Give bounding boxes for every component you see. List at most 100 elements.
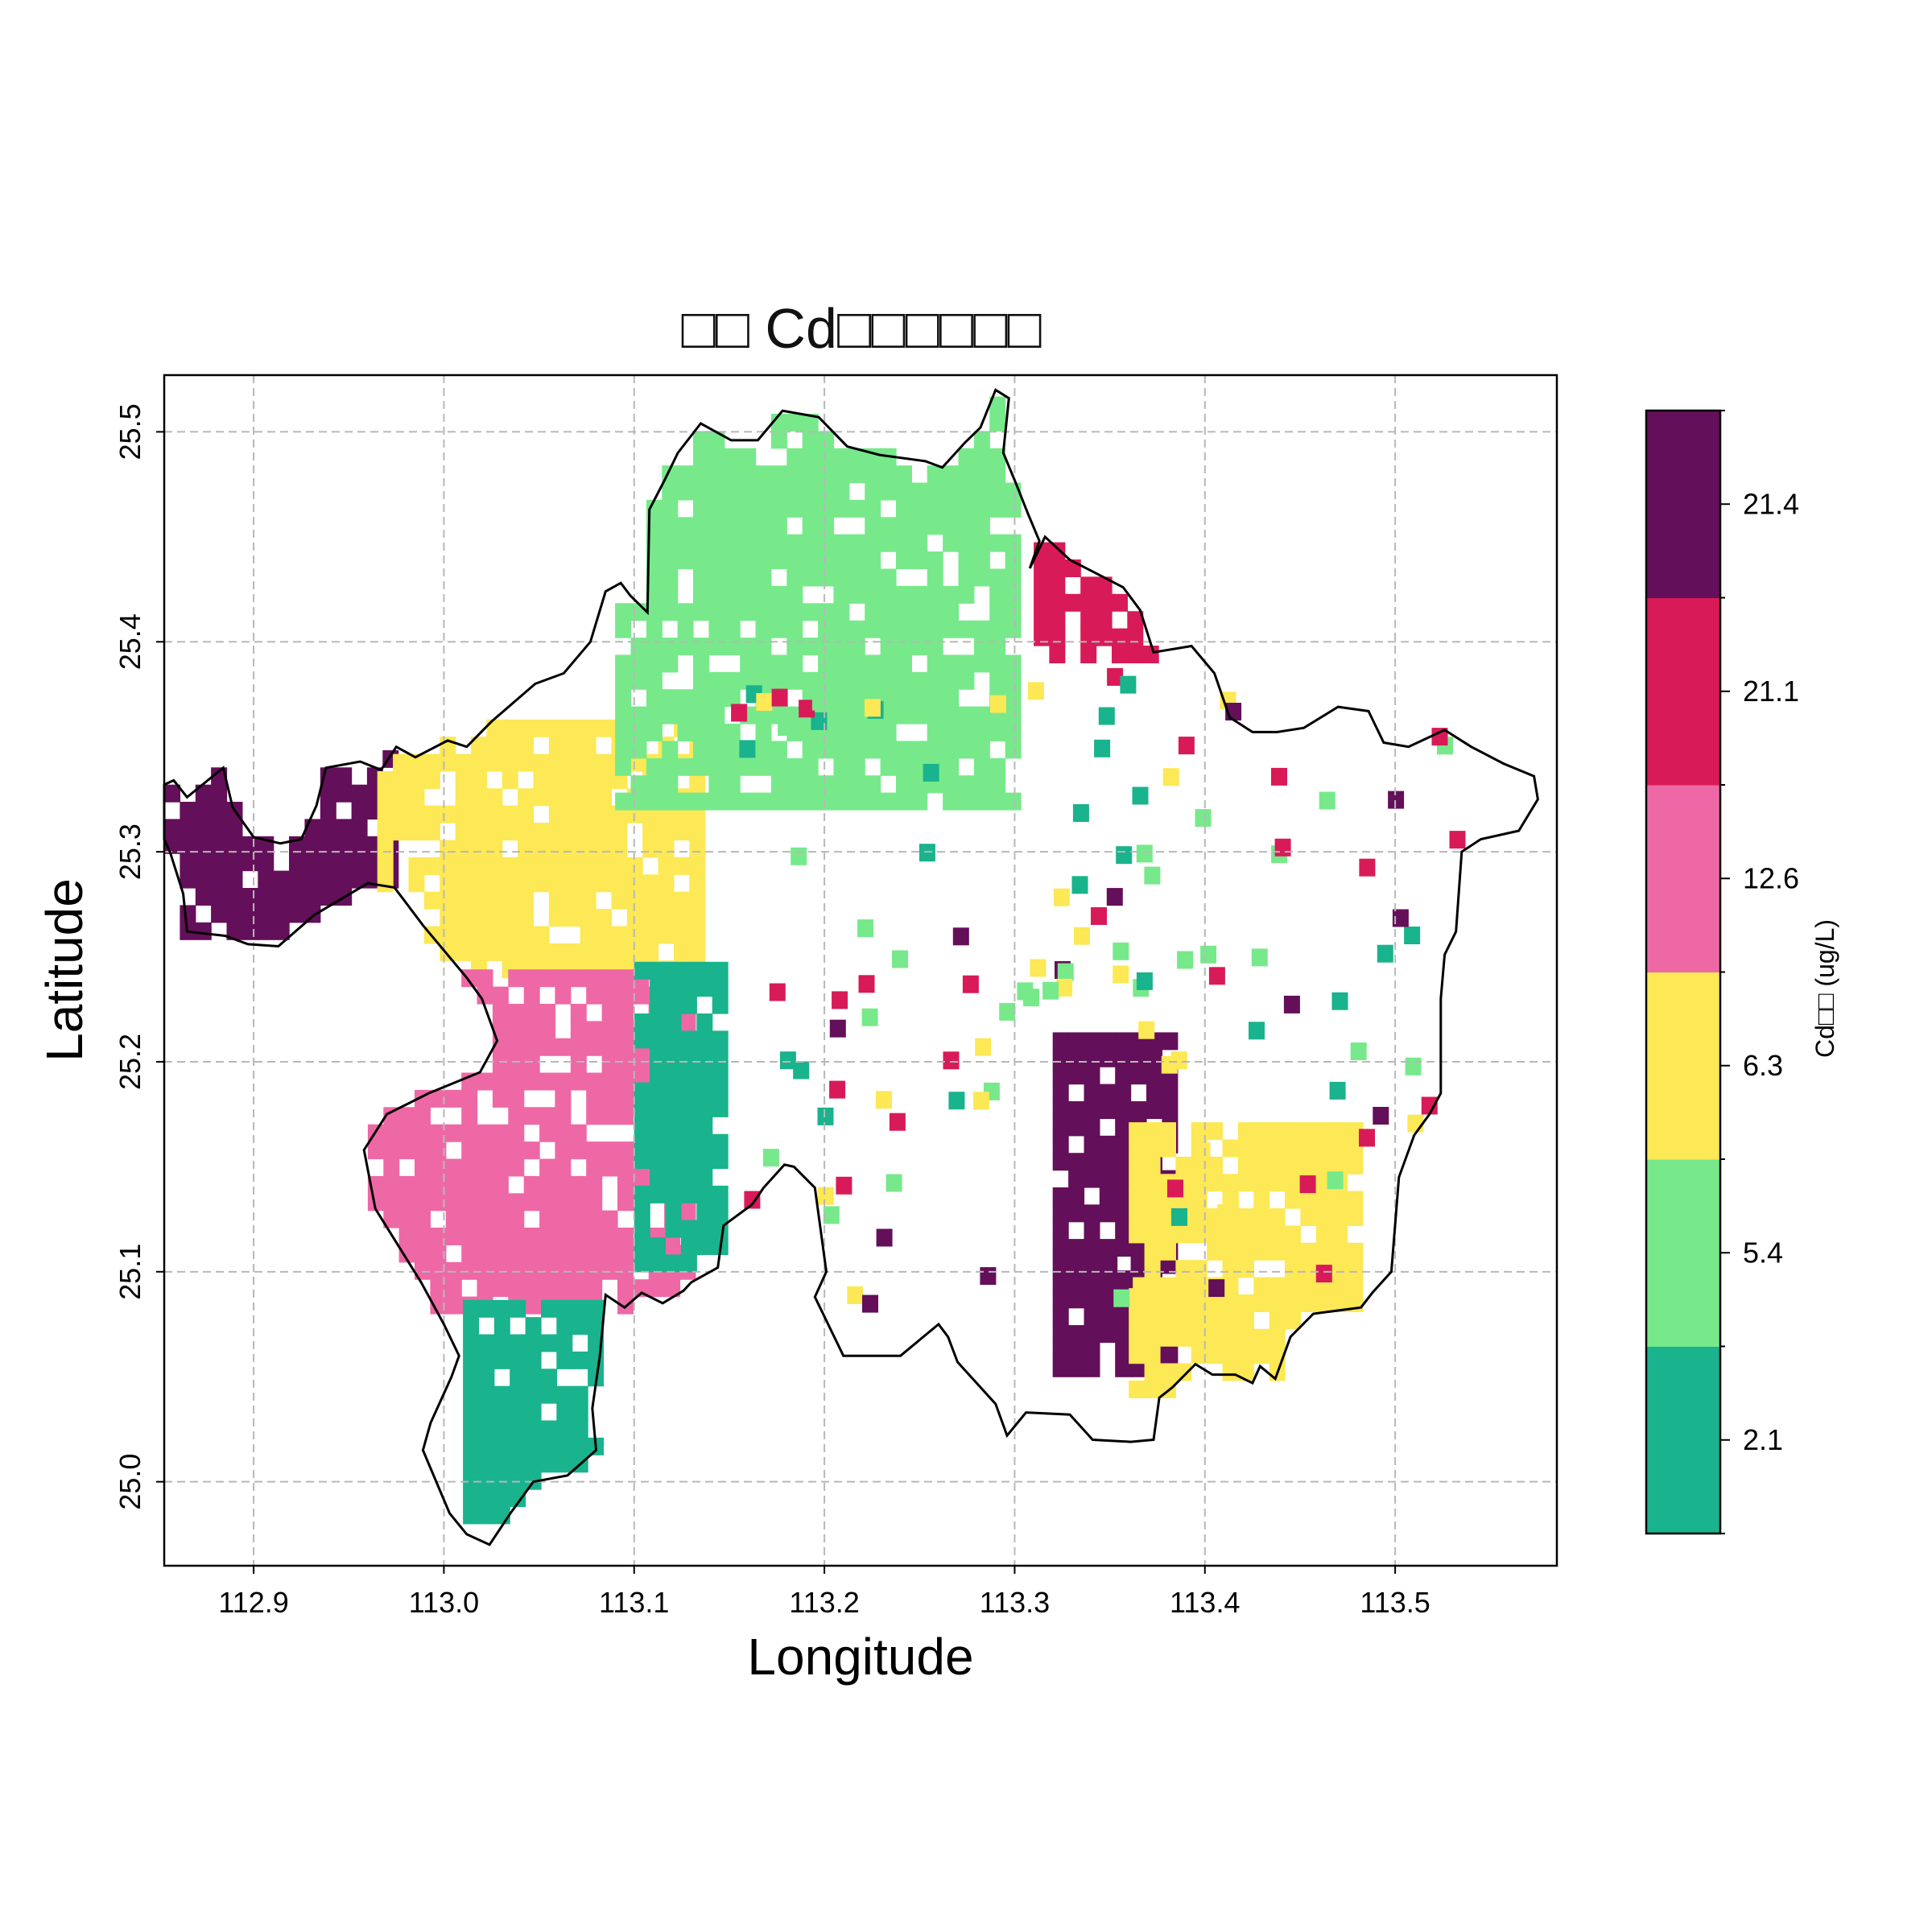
raster-cell — [665, 996, 682, 1014]
raster-cell — [848, 792, 865, 811]
raster-cell — [896, 585, 912, 604]
raster-cell — [1160, 1122, 1176, 1141]
raster-cell — [818, 465, 835, 484]
raster-cell — [617, 986, 634, 1005]
raster-cell — [1113, 965, 1129, 984]
raster-cell — [712, 1151, 729, 1170]
raster-cell — [523, 1072, 540, 1091]
raster-cell — [1084, 1032, 1100, 1051]
raster-cell — [1300, 1122, 1317, 1141]
raster-cell — [1052, 1135, 1069, 1154]
raster-cell — [1146, 1101, 1162, 1119]
raster-cell — [1099, 1101, 1116, 1119]
raster-cell — [755, 517, 772, 535]
y-tick-label: 25.3 — [114, 824, 147, 880]
raster-cell — [1329, 1081, 1346, 1100]
raster-cell — [617, 1107, 634, 1125]
raster-cell — [1052, 1239, 1069, 1257]
raster-cell — [430, 1089, 447, 1108]
raster-cell — [502, 737, 518, 755]
raster-cell — [195, 802, 212, 819]
y-tick-label: 25.4 — [114, 613, 147, 670]
raster-cell — [226, 870, 243, 889]
raster-cell — [477, 1158, 493, 1177]
raster-cell — [724, 671, 741, 690]
raster-cell — [580, 943, 597, 961]
raster-cell — [320, 888, 336, 906]
raster-cell — [477, 1228, 493, 1245]
raster-cell — [818, 775, 835, 794]
raster-cell — [596, 719, 612, 737]
raster-cell — [665, 979, 682, 997]
raster-cell — [696, 1013, 713, 1031]
raster-cell — [415, 1158, 431, 1177]
raster-cell — [423, 753, 440, 772]
raster-cell — [1237, 1156, 1254, 1174]
raster-cell — [570, 1175, 587, 1194]
raster-cell — [1324, 1228, 1341, 1246]
raster-cell — [1405, 1057, 1422, 1075]
raster-cell — [708, 448, 725, 466]
raster-cell — [943, 482, 960, 501]
raster-cell — [408, 857, 425, 875]
raster-cell — [786, 638, 803, 656]
raster-cell — [556, 1403, 573, 1422]
raster-cell — [770, 671, 787, 690]
raster-cell — [943, 517, 960, 535]
raster-cell — [1331, 1156, 1348, 1174]
raster-cell — [802, 517, 819, 535]
raster-cell — [601, 1072, 618, 1091]
raster-cell — [383, 1175, 400, 1194]
raster-cell — [539, 1124, 556, 1142]
raster-cell — [1120, 675, 1137, 694]
raster-cell — [724, 517, 741, 535]
raster-cell — [658, 909, 675, 927]
raster-cell — [799, 700, 815, 718]
raster-cell — [596, 788, 612, 807]
raster-cell — [596, 840, 612, 858]
raster-cell — [508, 1004, 525, 1022]
raster-cell — [580, 891, 597, 910]
raster-cell — [786, 671, 803, 690]
raster-cell — [430, 1279, 447, 1298]
raster-cell — [525, 1420, 542, 1439]
raster-cell — [650, 1254, 667, 1273]
raster-cell — [508, 1158, 525, 1177]
raster-cell — [586, 1193, 603, 1212]
raster-cell — [755, 741, 772, 759]
raster-cell — [724, 689, 741, 708]
raster-cell — [586, 1089, 603, 1108]
raster-cell — [211, 819, 228, 837]
raster-cell — [398, 1245, 415, 1263]
raster-cell — [1130, 1049, 1147, 1067]
raster-cell — [989, 585, 1006, 604]
raster-cell — [430, 1124, 447, 1142]
raster-cell — [712, 1133, 729, 1152]
raster-cell — [740, 654, 757, 673]
raster-cell — [1285, 1277, 1301, 1295]
raster-cell — [1049, 542, 1066, 560]
raster-cell — [770, 792, 787, 811]
raster-cell — [865, 741, 881, 759]
raster-cell — [523, 1296, 540, 1315]
raster-cell — [1162, 1101, 1179, 1119]
raster-cell — [415, 1210, 431, 1228]
raster-cell — [848, 585, 865, 604]
raster-cell — [989, 638, 1006, 656]
raster-cell — [1269, 1122, 1286, 1141]
raster-cell — [818, 603, 835, 621]
raster-cell — [740, 465, 757, 484]
raster-cell — [320, 853, 336, 872]
raster-cell — [564, 943, 581, 961]
raster-cell — [586, 1141, 603, 1160]
raster-cell — [1285, 1174, 1301, 1192]
raster-cell — [818, 551, 835, 570]
raster-cell — [1005, 741, 1022, 759]
raster-cell — [658, 857, 675, 875]
raster-cell — [508, 1279, 525, 1298]
raster-cell — [445, 1158, 462, 1177]
raster-cell — [461, 969, 478, 988]
raster-cell — [786, 534, 803, 552]
raster-cell — [383, 1107, 400, 1125]
raster-cell — [1300, 1277, 1317, 1295]
